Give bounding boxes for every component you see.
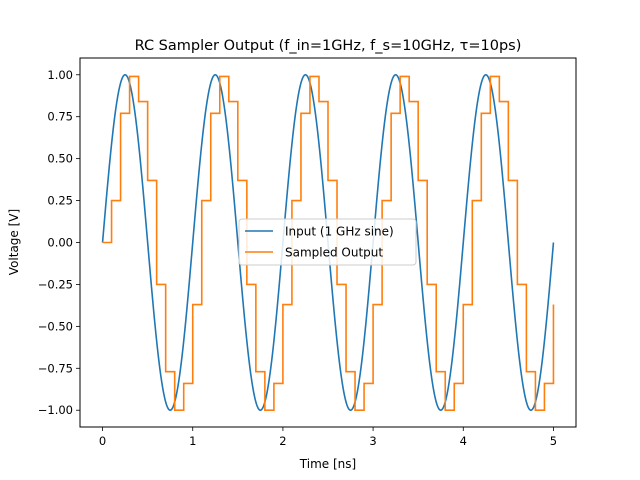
y-tick-label: −1.00	[38, 403, 73, 417]
y-tick-label: 0.75	[47, 110, 73, 124]
x-axis-label: Time [ns]	[299, 457, 356, 471]
y-tick-label: −0.25	[38, 277, 73, 291]
legend: Input (1 GHz sine) Sampled Output	[238, 218, 417, 266]
y-axis: −1.00 −0.75 −0.50 −0.25 0.00 0.25 0.50 0.75 1.00	[38, 68, 80, 417]
x-tick-label: 2	[279, 434, 286, 448]
y-tick-label: −0.50	[38, 319, 73, 333]
x-tick-label: 1	[189, 434, 196, 448]
legend-box	[238, 218, 417, 266]
y-tick-label: 0.50	[47, 152, 73, 166]
x-axis: 0 1 2 3 4 5	[99, 427, 557, 448]
y-tick-label: −0.75	[38, 361, 73, 375]
legend-label-input: Input (1 GHz sine)	[285, 225, 394, 239]
y-axis-label: Voltage [V]	[7, 209, 21, 275]
legend-label-sampled: Sampled Output	[285, 246, 383, 260]
series-line-sampled	[102, 75, 555, 412]
x-tick-label: 3	[369, 434, 376, 448]
x-tick-label: 0	[99, 434, 106, 448]
y-tick-label: 1.00	[47, 68, 73, 82]
y-tick-label: 0.00	[47, 236, 73, 250]
chart-title: RC Sampler Output (f_in=1GHz, f_s=10GHz,…	[135, 38, 522, 54]
x-tick-label: 4	[460, 434, 467, 448]
x-tick-label: 5	[550, 434, 557, 448]
y-tick-label: 0.25	[47, 194, 73, 208]
